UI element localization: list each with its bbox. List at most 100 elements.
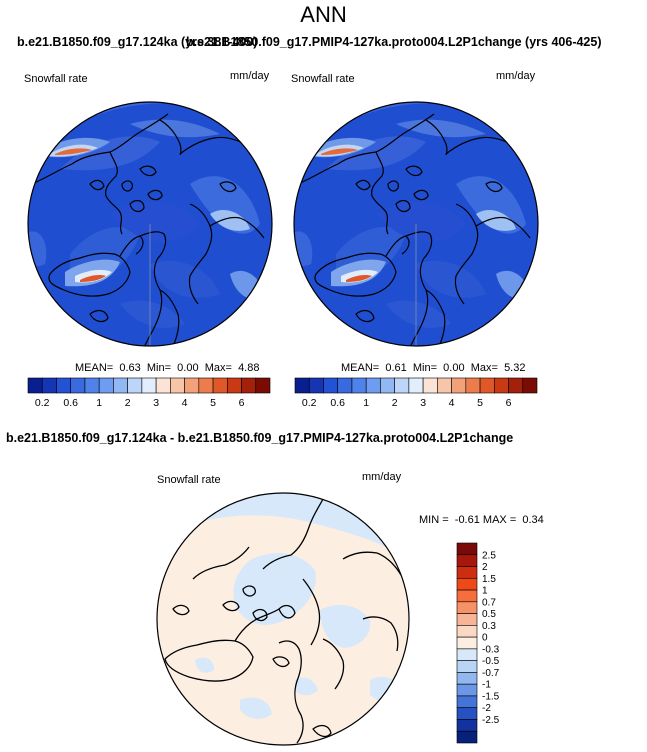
diff-colorbar-swatch: [456, 625, 478, 638]
right-colorbar: 0.2 0.6 1 2 3 4 5 6: [294, 377, 538, 409]
left-colorbar-swatch: [226, 377, 242, 394]
diff-colorbar-swatch: [456, 683, 478, 697]
diff-max-label: MAX =: [482, 514, 517, 526]
left-colorbar-swatch: [184, 377, 200, 394]
right-colorbar-swatch: [522, 377, 538, 394]
left-colorbar-swatch: [127, 377, 143, 394]
diff-panel-title: b.e21.B1850.f09_g17.124ka - b.e21.B1850.…: [6, 431, 514, 445]
diff-min-label: MIN =: [419, 514, 449, 526]
right-colorbar-swatch: [422, 377, 438, 394]
left-colorbar-tick-label: 4: [182, 397, 188, 409]
diff-colorbar-swatch: [456, 660, 478, 673]
diff-colorbar-swatch: [456, 542, 478, 556]
right-mean-label: MEAN=: [341, 362, 380, 374]
diff-colorbar-tick-label: -0.5: [482, 656, 500, 667]
diff-colorbar-tick-label: -0.3: [482, 644, 500, 655]
diff-polar-map: [156, 492, 410, 746]
left-colorbar-swatch: [141, 377, 157, 394]
left-colorbar-swatch: [41, 377, 57, 394]
main-title: ANN: [300, 2, 347, 27]
left-colorbar-tick-label: 6: [239, 397, 245, 409]
diff-colorbar-tick-label: 2: [482, 562, 488, 573]
right-colorbar-swatch: [337, 377, 353, 394]
diff-colorbar-swatch: [456, 554, 478, 567]
diff-variable-label: Snowfall rate: [157, 474, 221, 486]
right-colorbar-tick-label: 4: [449, 397, 455, 409]
right-colorbar-tick-label: 6: [506, 397, 512, 409]
left-colorbar-tick-label: 0.6: [63, 397, 78, 409]
left-min-label: Min=: [146, 362, 172, 374]
diff-stats: MIN = -0.61 MAX = 0.34: [419, 514, 544, 526]
left-colorbar-swatch: [56, 377, 72, 394]
right-colorbar-swatch: [308, 377, 324, 394]
diff-colorbar-swatch: [456, 695, 478, 709]
right-colorbar-swatch: [323, 377, 339, 394]
diff-colorbar-swatch: [456, 730, 478, 744]
left-max-label: Max=: [204, 362, 232, 374]
left-mean-value: 0.63: [119, 362, 141, 374]
left-colorbar-swatch: [212, 377, 228, 394]
right-colorbar-swatch: [479, 377, 495, 394]
left-polar-map: [27, 101, 273, 347]
left-mean-label: MEAN=: [75, 362, 114, 374]
right-variable-label: Snowfall rate: [291, 73, 355, 85]
left-colorbar-tick-label: 5: [210, 397, 216, 409]
diff-colorbar-swatch: [456, 636, 478, 650]
right-colorbar-swatch: [437, 377, 452, 394]
right-colorbar-swatch: [465, 377, 481, 394]
left-max-value: 4.88: [238, 362, 260, 374]
right-colorbar-swatch: [493, 377, 509, 394]
right-min-label: Min=: [412, 362, 438, 374]
diff-colorbar-tick-label: -2.5: [482, 715, 500, 726]
left-colorbar-swatch: [70, 377, 86, 394]
left-variable-label: Snowfall rate: [24, 73, 88, 85]
left-colorbar-tick-label: 2: [125, 397, 131, 409]
diff-colorbar-tick-label: 1.5: [482, 574, 496, 585]
left-colorbar-swatch: [27, 377, 43, 394]
right-colorbar-swatch: [508, 377, 524, 394]
left-stats: MEAN= 0.63 Min= 0.00 Max= 4.88: [75, 362, 259, 374]
diff-colorbar-swatch: [456, 719, 478, 732]
right-colorbar-swatch: [380, 377, 395, 394]
diff-colorbar-tick-label: 0: [482, 633, 488, 644]
left-colorbar-swatch: [255, 377, 271, 394]
diff-colorbar-tick-label: -2: [482, 703, 491, 714]
diff-units-label: mm/day: [362, 471, 402, 483]
right-colorbar-tick-label: 1: [363, 397, 369, 409]
diff-colorbar-tick-label: -1.5: [482, 691, 500, 702]
left-colorbar-tick-label: 3: [153, 397, 159, 409]
diff-colorbar-swatch: [456, 707, 478, 720]
diff-colorbar-tick-label: 0.3: [482, 621, 496, 632]
right-colorbar-tick-label: 3: [420, 397, 426, 409]
diff-colorbar-swatch: [456, 589, 478, 603]
left-colorbar-swatch: [155, 377, 171, 394]
right-colorbar-swatch: [408, 377, 424, 394]
diff-colorbar-tick-label: 1: [482, 586, 488, 597]
left-min-value: 0.00: [177, 362, 199, 374]
left-units-label: mm/day: [230, 70, 270, 82]
left-colorbar: 0.2 0.6 1 2 3 4 5 6: [27, 377, 271, 409]
left-colorbar-tick-label: 0.2: [35, 397, 50, 409]
right-colorbar-tick-label: 0.2: [302, 397, 317, 409]
right-colorbar-swatch: [365, 377, 381, 394]
diff-colorbar: 2.521.510.70.50.30-0.3-0.5-0.7-1-1.5-2-2…: [456, 542, 500, 744]
diff-max-value: 0.34: [522, 514, 544, 526]
right-stats: MEAN= 0.61 Min= 0.00 Max= 5.32: [341, 362, 525, 374]
diff-colorbar-swatch: [456, 613, 478, 626]
right-min-value: 0.00: [443, 362, 465, 374]
left-colorbar-swatch: [113, 377, 128, 394]
diff-colorbar-swatch: [456, 577, 478, 591]
diff-colorbar-tick-label: 0.5: [482, 609, 496, 620]
right-max-value: 5.32: [504, 362, 526, 374]
right-colorbar-swatch: [394, 377, 410, 394]
right-units-label: mm/day: [496, 70, 536, 82]
left-colorbar-swatch: [84, 377, 100, 394]
diff-min-value: -0.61: [454, 514, 480, 526]
diff-colorbar-swatch: [456, 566, 478, 579]
right-colorbar-swatch: [451, 377, 467, 394]
diff-colorbar-tick-label: -1: [482, 680, 491, 691]
right-colorbar-tick-label: 5: [477, 397, 483, 409]
diff-colorbar-swatch: [456, 672, 478, 685]
diff-colorbar-swatch: [456, 648, 478, 661]
